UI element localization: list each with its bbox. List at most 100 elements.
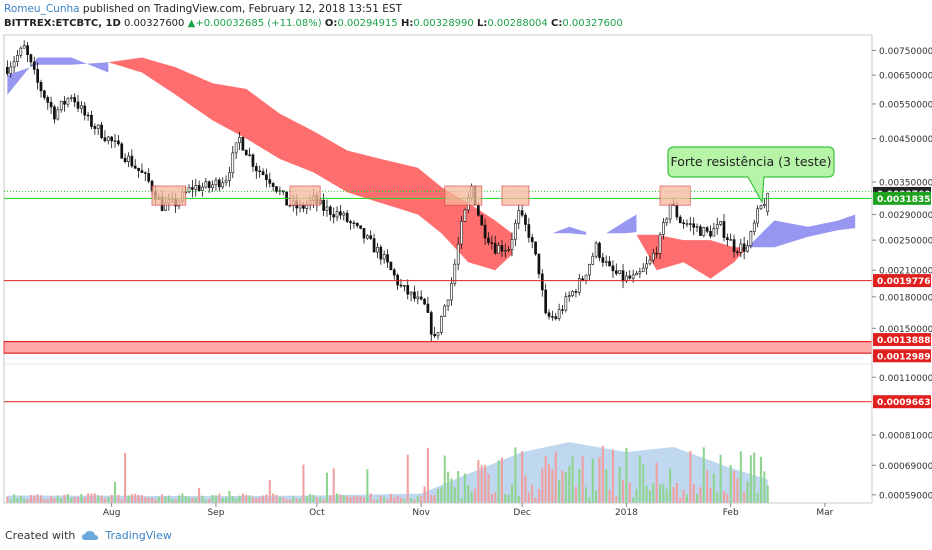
volume-bar (225, 497, 228, 503)
volume-bar (140, 495, 143, 503)
x-tick-label: 2018 (615, 508, 638, 518)
candle-body (46, 97, 50, 103)
volume-bar (97, 495, 100, 503)
candle-body (110, 136, 114, 142)
open-value: 0.00294915 (337, 18, 398, 29)
volume-bar (685, 494, 689, 503)
candle-body (12, 61, 16, 68)
candle-body (460, 221, 463, 245)
volume-bar (453, 487, 456, 503)
candle-body (137, 167, 140, 171)
candle-body (635, 272, 638, 276)
volume-bar (588, 497, 591, 503)
volume-bar (645, 485, 648, 503)
volume-bar (83, 497, 86, 503)
volume-bar (726, 494, 729, 503)
author-link[interactable]: Romeu_Cunha (4, 3, 80, 15)
volume-bar (460, 498, 463, 503)
volume-bar (507, 494, 510, 503)
created-with-text: Created with (5, 529, 76, 542)
volume-bar (312, 494, 315, 503)
volume-bar (578, 469, 581, 503)
candle-body (480, 215, 484, 226)
volume-bar (655, 462, 658, 503)
candle-body (201, 186, 204, 191)
volume-bar (154, 499, 157, 503)
y-tick-label: 0.00550000 (879, 100, 932, 110)
candle-body (554, 316, 558, 319)
volume-bar (719, 454, 722, 503)
volume-bar (615, 496, 618, 503)
volume-bar (255, 497, 258, 503)
candle-body (756, 208, 759, 224)
candle-body (551, 316, 554, 318)
tradingview-brand[interactable]: TradingView (105, 529, 172, 542)
volume-bar (265, 494, 268, 503)
candle-body (621, 270, 625, 282)
candle-body (608, 261, 611, 267)
volume-bar (349, 497, 352, 503)
candle-body (96, 124, 100, 129)
candle-body (63, 100, 66, 105)
candle-body (241, 137, 245, 151)
volume-bar (251, 497, 255, 503)
candle-body (372, 238, 376, 253)
volume-bar (611, 449, 614, 503)
volume-bar (39, 495, 43, 503)
volume-bar (6, 496, 9, 503)
volume-bar (214, 495, 217, 503)
volume-bar (692, 484, 695, 503)
candle-body (510, 238, 514, 250)
volume-bar (134, 493, 137, 503)
volume-bar (399, 497, 403, 503)
candle-body (450, 283, 453, 301)
y-tick-label: 0.00150000 (879, 325, 932, 335)
candle-body (742, 243, 746, 252)
level-tag-1: 0.00197761 (877, 277, 932, 287)
volume-bar (315, 497, 318, 503)
volume-level-tag-bg (873, 395, 931, 409)
volume-bar (366, 469, 369, 503)
candle-body (534, 241, 537, 255)
volume-bar (76, 497, 80, 503)
volume-bar (396, 495, 399, 503)
volume-bar (433, 495, 436, 503)
candle-body (419, 296, 423, 300)
candle-body (725, 237, 729, 241)
up-triangle-icon: ▲ (187, 18, 196, 29)
volume-tick-label: 0.00081000 (879, 432, 932, 442)
volume-bar (484, 465, 487, 503)
volume-bar (329, 495, 332, 503)
candle-body (268, 179, 272, 184)
candle-body (507, 249, 510, 251)
volume-bar (463, 473, 466, 503)
level-tag-3-bg (873, 349, 931, 363)
candle-body (389, 261, 393, 271)
close-label: C: (550, 18, 563, 29)
volume-bar (184, 496, 187, 503)
candle-body (688, 223, 692, 225)
high-value: 0.00328990 (413, 18, 474, 29)
volume-bar (110, 494, 113, 503)
volume-bar (561, 470, 564, 503)
volume-bar (187, 496, 191, 503)
volume-bar (346, 495, 349, 503)
candle-body (403, 285, 406, 287)
volume-tick-label: 0.00110000 (879, 374, 932, 384)
volume-bar (336, 493, 339, 503)
volume-bar (288, 499, 292, 503)
candle-body (191, 187, 194, 190)
volume-bar (581, 456, 584, 503)
candle-body (224, 180, 228, 184)
volume-bar (26, 499, 29, 503)
volume-bar (440, 487, 443, 503)
volume-bar (467, 485, 470, 503)
volume-bar (531, 484, 534, 503)
candle-body (530, 237, 534, 243)
volume-bar (729, 464, 732, 503)
candle-body (436, 332, 440, 337)
volume-bar (662, 484, 665, 503)
volume-bar (191, 497, 194, 503)
volume-bar (339, 494, 342, 503)
